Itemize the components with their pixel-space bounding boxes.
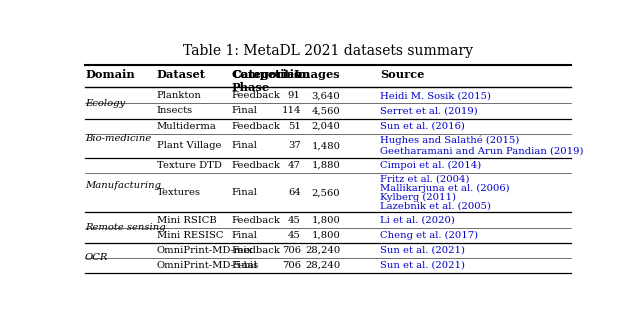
Text: Sun et al. (2021): Sun et al. (2021): [380, 261, 465, 270]
Text: Ecology: Ecology: [85, 99, 125, 108]
Text: 1,880: 1,880: [312, 161, 340, 170]
Text: 3,640: 3,640: [312, 91, 340, 100]
Text: Sun et al. (2016): Sun et al. (2016): [380, 122, 465, 131]
Text: Textures: Textures: [157, 188, 201, 197]
Text: 64: 64: [288, 188, 301, 197]
Text: Insects: Insects: [157, 107, 193, 116]
Text: Source: Source: [380, 69, 424, 80]
Text: Lazebnik et al. (2005): Lazebnik et al. (2005): [380, 202, 491, 211]
Text: Final: Final: [231, 231, 257, 240]
Text: 91: 91: [288, 91, 301, 100]
Text: 114: 114: [281, 107, 301, 116]
Text: Hughes and Salathé (2015): Hughes and Salathé (2015): [380, 136, 520, 145]
Text: 1,800: 1,800: [312, 231, 340, 240]
Text: Categories: Categories: [232, 69, 301, 80]
Text: Heidi M. Sosik (2015): Heidi M. Sosik (2015): [380, 91, 491, 100]
Text: 1,800: 1,800: [312, 215, 340, 224]
Text: 28,240: 28,240: [305, 261, 340, 270]
Text: Cheng et al. (2017): Cheng et al. (2017): [380, 231, 478, 240]
Text: 37: 37: [288, 141, 301, 150]
Text: 1,480: 1,480: [312, 141, 340, 150]
Text: 45: 45: [288, 231, 301, 240]
Text: 706: 706: [282, 261, 301, 270]
Text: Mallikarjuna et al. (2006): Mallikarjuna et al. (2006): [380, 184, 509, 193]
Text: Plant Village: Plant Village: [157, 141, 221, 150]
Text: 47: 47: [288, 161, 301, 170]
Text: Competition
Phase: Competition Phase: [231, 69, 310, 93]
Text: OCR: OCR: [85, 253, 108, 262]
Text: Final: Final: [231, 261, 257, 270]
Text: 2,040: 2,040: [312, 122, 340, 131]
Text: Cimpoi et al. (2014): Cimpoi et al. (2014): [380, 161, 481, 170]
Text: Domain: Domain: [85, 69, 134, 80]
Text: Feedback: Feedback: [231, 161, 280, 170]
Text: Kylberg (2011): Kylberg (2011): [380, 193, 456, 202]
Text: 4,560: 4,560: [312, 107, 340, 116]
Text: Manufacturing: Manufacturing: [85, 181, 161, 190]
Text: Serret et al. (2019): Serret et al. (2019): [380, 107, 478, 116]
Text: Li et al. (2020): Li et al. (2020): [380, 215, 455, 224]
Text: Final: Final: [231, 188, 257, 197]
Text: Mini RSICB: Mini RSICB: [157, 215, 216, 224]
Text: Sun et al. (2021): Sun et al. (2021): [380, 246, 465, 255]
Text: Multiderma: Multiderma: [157, 122, 217, 131]
Text: Final: Final: [231, 141, 257, 150]
Text: Fritz et al. (2004): Fritz et al. (2004): [380, 175, 470, 184]
Text: Images: Images: [294, 69, 340, 80]
Text: Feedback: Feedback: [231, 246, 280, 255]
Text: 51: 51: [288, 122, 301, 131]
Text: Final: Final: [231, 107, 257, 116]
Text: Bio-medicine: Bio-medicine: [85, 134, 151, 143]
Text: Table 1: MetaDL 2021 datasets summary: Table 1: MetaDL 2021 datasets summary: [183, 44, 473, 58]
Text: Dataset: Dataset: [157, 69, 206, 80]
Text: OmniPrint-MD-mix: OmniPrint-MD-mix: [157, 246, 253, 255]
Text: Plankton: Plankton: [157, 91, 202, 100]
Text: Feedback: Feedback: [231, 122, 280, 131]
Text: Feedback: Feedback: [231, 215, 280, 224]
Text: 706: 706: [282, 246, 301, 255]
Text: 45: 45: [288, 215, 301, 224]
Text: 28,240: 28,240: [305, 246, 340, 255]
Text: Feedback: Feedback: [231, 91, 280, 100]
Text: 2,560: 2,560: [312, 188, 340, 197]
Text: Remote sensing: Remote sensing: [85, 223, 166, 232]
Text: Mini RESISC: Mini RESISC: [157, 231, 223, 240]
Text: Texture DTD: Texture DTD: [157, 161, 221, 170]
Text: OmniPrint-MD-5-bis: OmniPrint-MD-5-bis: [157, 261, 259, 270]
Text: Geetharamani and Arun Pandian (2019): Geetharamani and Arun Pandian (2019): [380, 147, 584, 156]
